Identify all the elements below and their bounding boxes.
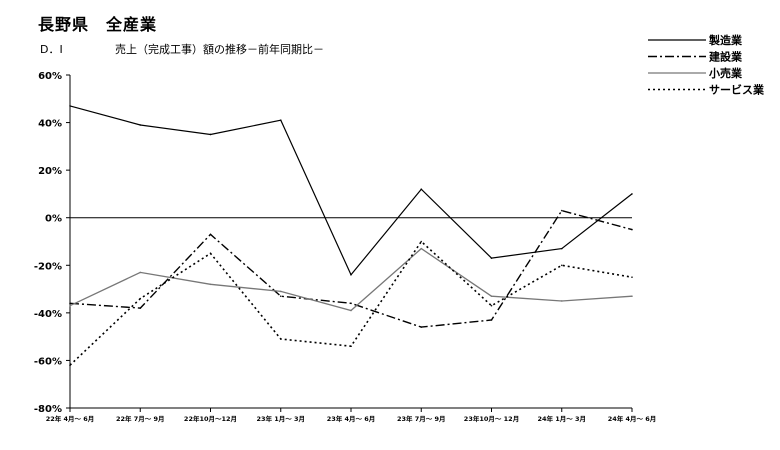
data-point [631,193,633,195]
y-tick-label: 60% [38,71,62,82]
data-point [69,364,71,366]
x-tick-label: 24年 4月～ 6月 [608,414,657,423]
series-line-2 [69,209,633,328]
data-point [209,233,212,236]
data-point [139,297,142,300]
data-point [69,105,71,107]
data-point [490,304,493,307]
legend-label: 建設業 [709,50,743,64]
x-tick-label: 23年 1月～ 3月 [256,414,305,423]
data-point [139,271,142,274]
data-point [490,257,493,259]
x-tick-label: 23年10月～ 12月 [464,414,519,423]
x-tick-label: 23年 4月～ 6月 [327,414,376,423]
legend-label: サービス業 [709,83,765,97]
data-point [560,247,563,250]
data-point [420,326,423,328]
data-point [420,247,423,250]
data-point [490,319,493,321]
data-point [209,252,212,255]
y-tick-label: -60% [34,356,62,367]
data-point [560,209,563,212]
data-point [631,295,633,298]
series-line-1 [69,105,633,276]
data-point [279,338,282,340]
data-point [279,119,282,121]
x-tick-label: 24年 1月～ 3月 [537,414,586,423]
data-point [69,304,71,307]
legend-label: 製造業 [708,33,743,47]
data-point [279,290,282,293]
legend-label: 小売業 [708,66,743,80]
data-point [350,345,352,347]
y-tick-label: -40% [34,309,62,320]
data-point [350,274,352,276]
data-point [350,309,352,312]
y-axis-label: D．I [40,43,63,56]
y-tick-label: 40% [38,119,62,130]
data-point [631,276,633,278]
page-title: 長野県 全産業 [38,15,158,34]
data-point [420,240,423,243]
x-tick-label: 22年10月～12月 [184,414,237,423]
data-point [490,295,493,298]
data-point [69,302,71,305]
series-line-3 [69,247,633,312]
data-point [420,188,423,190]
y-tick-label: 0% [45,214,62,225]
data-point [139,307,142,309]
x-tick-label: 22年 4月～ 6月 [46,414,95,423]
x-tick-label: 22年 7月～ 9月 [116,414,165,423]
data-point [209,133,212,136]
data-point [279,295,282,298]
data-point [209,283,212,286]
data-point [560,264,563,267]
data-point [631,228,633,231]
y-tick-label: 20% [38,166,62,177]
chart-subtitle: 売上（完成工事）額の推移－前年同期比－ [115,43,324,56]
y-tick-label: -20% [34,261,62,272]
data-point [350,302,352,305]
y-tick-label: -80% [34,404,62,415]
data-point [139,124,142,126]
x-tick-label: 23年 7月～ 9月 [397,414,446,423]
data-point [560,300,563,302]
